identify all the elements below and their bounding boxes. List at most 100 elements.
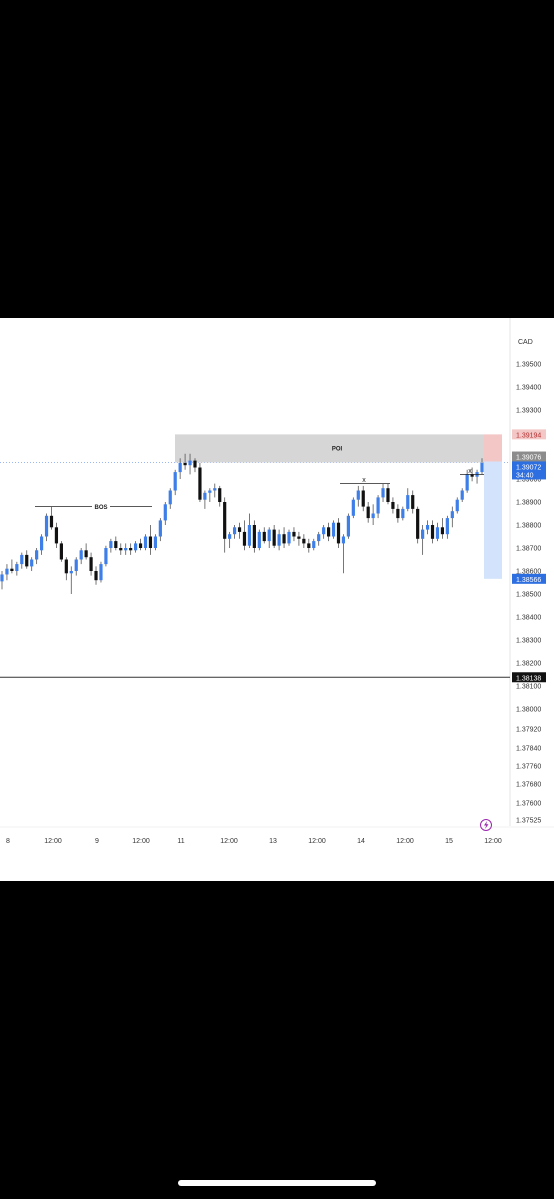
candle [134, 541, 138, 553]
candlestick-chart[interactable]: BOS POI x x CAD 1.39500 1.39400 1.39300 1.39000… [0, 318, 554, 881]
price-tick-label: 1.37760 [516, 764, 541, 771]
candle-body [356, 490, 360, 500]
candle [44, 513, 49, 542]
stop-price-label-bg [512, 573, 546, 584]
candle-body [396, 508, 400, 519]
candle [54, 522, 59, 548]
candle-body [287, 531, 291, 544]
candle [440, 518, 445, 539]
candle-body [84, 550, 88, 558]
price-tick-label: 1.38700 [516, 546, 541, 553]
candle-body [406, 495, 410, 509]
last-close-label-bg [512, 451, 546, 462]
candle [20, 552, 24, 569]
candle [292, 527, 296, 542]
candle [79, 548, 83, 565]
price-axis[interactable]: CAD 1.39500 1.39400 1.39300 1.39000 1.38900 1.… [516, 339, 541, 825]
candle [411, 490, 415, 514]
candle [252, 520, 256, 553]
candle [109, 538, 113, 553]
candle [218, 485, 222, 507]
candle [124, 543, 128, 555]
candle-body [267, 529, 271, 542]
candle [421, 525, 425, 555]
price-tick-label: 1.38000 [516, 707, 541, 714]
candle [376, 495, 380, 519]
candle-body [430, 525, 435, 539]
time-tick-label: 9 [95, 838, 99, 845]
candle-body [178, 462, 182, 473]
time-tick-label: 12:00 [132, 838, 150, 845]
candle [193, 458, 197, 473]
candle-body [366, 506, 370, 519]
price-tick-label: 1.38100 [516, 684, 541, 691]
candle [460, 488, 464, 502]
candle [480, 458, 484, 475]
candle-body [277, 534, 281, 546]
bos-label: BOS [94, 505, 107, 511]
home-indicator[interactable] [178, 1180, 376, 1186]
candle [475, 469, 479, 484]
candle-body [470, 474, 474, 477]
candle-body [64, 559, 68, 574]
candle-body [312, 541, 316, 548]
candle [99, 561, 103, 583]
candle [148, 525, 153, 555]
bolt-icon[interactable] [480, 819, 492, 831]
candle-body [455, 499, 459, 512]
candle-body [416, 508, 420, 539]
candle [223, 497, 227, 553]
time-tick-label: 12:00 [308, 838, 326, 845]
candle-body [381, 488, 385, 498]
candle-body [20, 554, 24, 565]
time-axis[interactable]: 8 12:00 9 12:00 11 12:00 13 12:00 14 12:00 15 12:00 [6, 819, 502, 846]
candle-body [158, 520, 162, 537]
candle-body [94, 571, 98, 581]
candle [35, 548, 39, 565]
price-tick-label: 1.38600 [516, 569, 541, 576]
candle [242, 520, 247, 551]
x-marker-1: x [362, 477, 366, 484]
candle-body [435, 527, 440, 539]
candle [69, 566, 73, 594]
chart-lines [0, 318, 554, 828]
candle [435, 522, 440, 542]
countdown-label: 34:40 [516, 472, 534, 479]
price-tick-label: 1.38300 [516, 638, 541, 645]
candle-body [326, 527, 331, 537]
candle-body [5, 568, 9, 575]
candle-body [346, 515, 350, 537]
poi-label: POI [332, 446, 343, 452]
candle-body [168, 490, 172, 505]
candle-body [361, 490, 365, 507]
candle [188, 453, 192, 475]
chart-panel[interactable]: BOS POI x x CAD 1.39500 1.39400 1.39300 1.39000… [0, 318, 554, 881]
candle [287, 529, 291, 546]
candle-body [297, 536, 301, 539]
candle-body [371, 513, 375, 519]
candle-body [39, 536, 44, 551]
stop-price-label: 1.38566 [516, 577, 541, 584]
candle [396, 504, 400, 523]
candle-body [59, 543, 63, 560]
time-tick-label: 13 [269, 838, 277, 845]
price-tick-label: 1.38900 [516, 500, 541, 507]
candle-body [208, 490, 212, 493]
candle-body [69, 571, 73, 574]
bolt-icon-ring [480, 819, 492, 831]
candle [267, 527, 271, 548]
time-tick-label: 12:00 [484, 838, 502, 845]
candle [381, 483, 385, 502]
candle-body [331, 522, 336, 537]
candle-body [421, 529, 425, 539]
candle-body [44, 515, 49, 537]
price-tick-label: 1.39400 [516, 385, 541, 392]
candle [213, 483, 217, 498]
candle-body [228, 534, 232, 539]
candle-body [79, 550, 83, 560]
target-price-label: 1.39194 [516, 432, 541, 439]
candle [346, 513, 350, 539]
candle-body [247, 525, 252, 546]
candle [312, 538, 316, 551]
price-tick-label: 1.38500 [516, 592, 541, 599]
